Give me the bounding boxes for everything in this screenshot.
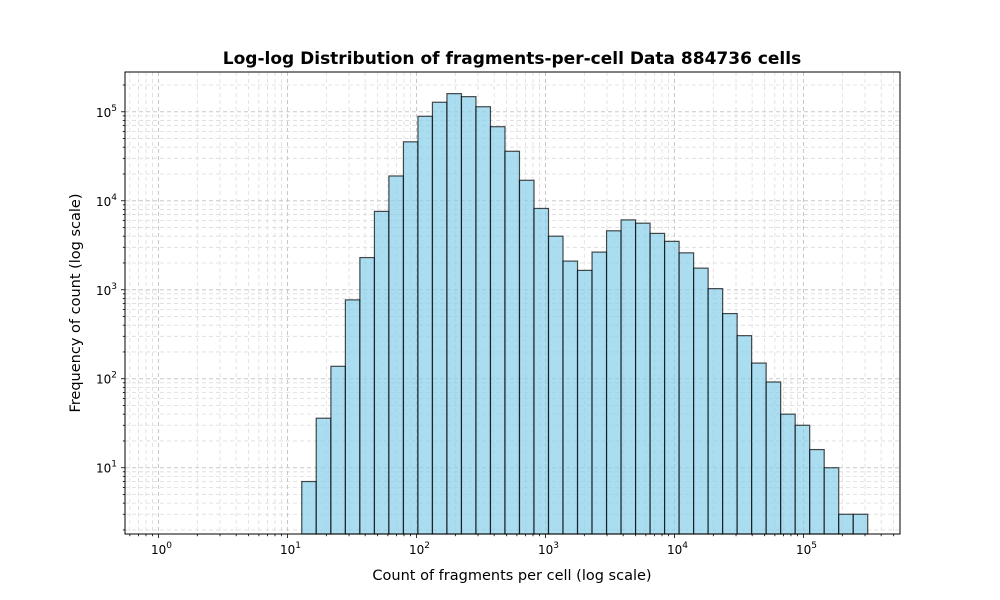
x-axis-label: Count of fragments per cell (log scale): [372, 568, 651, 584]
histogram-bar: [794, 424, 811, 535]
chart-title: Log-log Distribution of fragments-per-ce…: [223, 49, 801, 69]
histogram-bar: [315, 417, 332, 535]
histogram-bar: [765, 381, 782, 535]
histogram-bar: [809, 448, 825, 535]
histogram-bar: [344, 299, 361, 535]
x-tick-label: 101: [280, 541, 301, 557]
x-tick-label: 105: [796, 541, 817, 557]
histogram-bar: [460, 96, 477, 535]
histogram-bar: [823, 467, 840, 535]
histogram-bar: [576, 269, 593, 535]
y-tick-label: 101: [96, 460, 117, 476]
histogram-bar: [852, 513, 869, 535]
x-tick-label: 104: [667, 541, 688, 557]
y-axis-label: Frequency of count (log scale): [68, 193, 84, 412]
histogram-bar: [707, 288, 724, 535]
histogram-bar: [751, 362, 767, 535]
histogram-bar: [475, 106, 492, 535]
histogram-bar: [605, 230, 622, 535]
histogram-bar: [402, 141, 419, 535]
y-tick-label: 103: [96, 282, 117, 298]
histogram-bar: [591, 251, 608, 535]
histogram-bar: [678, 252, 695, 535]
histogram-bar: [330, 365, 346, 535]
histogram-bar: [736, 335, 753, 535]
y-tick-label: 102: [96, 371, 117, 387]
histogram-bar: [431, 101, 448, 535]
histogram-bar: [620, 219, 637, 535]
histogram-bar: [693, 267, 709, 535]
histogram-bar: [359, 256, 376, 535]
histogram-bar: [504, 150, 521, 535]
x-tick-label: 100: [151, 541, 172, 557]
tick-labels: 100 101 102 103 104 105 101 102 103 104 105: [96, 104, 817, 557]
plot-frame: [124, 71, 901, 535]
x-tick-label: 103: [538, 541, 559, 557]
histogram-bar: [634, 222, 651, 535]
y-tick-label: 105: [96, 104, 117, 120]
histogram-bar: [518, 179, 535, 535]
histogram-bar: [417, 115, 434, 535]
histogram-bar: [838, 513, 854, 535]
y-tick-label: 104: [96, 193, 117, 209]
histogram-bar: [533, 207, 550, 535]
histogram-bar: [649, 232, 666, 535]
histogram-bar: [388, 175, 405, 535]
histogram-bar: [722, 312, 738, 535]
histogram-bar: [663, 240, 680, 535]
histogram-bar: [562, 260, 579, 535]
histogram-bar: [780, 413, 796, 535]
histogram-bar: [373, 210, 390, 535]
axis-ticks: [121, 84, 895, 538]
x-tick-label: 102: [409, 541, 430, 557]
histogram-bar: [547, 235, 564, 535]
histogram-bar: [489, 126, 506, 535]
histogram-bar: [301, 480, 317, 535]
histogram-bar: [446, 93, 463, 535]
